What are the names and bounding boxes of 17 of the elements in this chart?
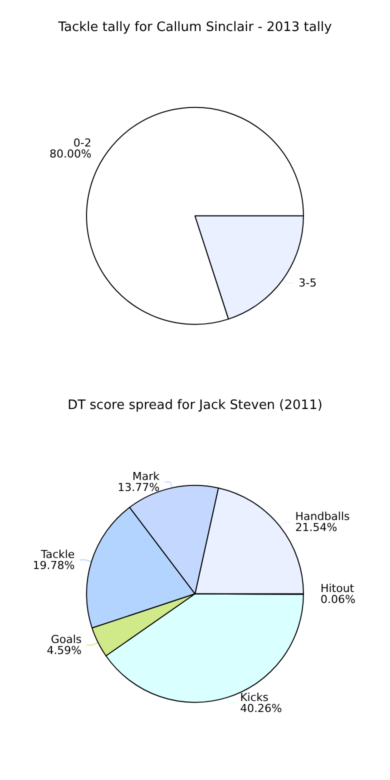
- chart-title: DT score spread for Jack Steven (2011): [68, 398, 322, 413]
- data-label: 21.54%: [295, 521, 338, 534]
- data-label: 40.26%: [240, 702, 282, 716]
- slice-label: Hitout: [320, 582, 355, 596]
- data-label: 80.00%: [49, 148, 92, 161]
- slice-label: Goals: [50, 633, 82, 646]
- slice-label: 3-5: [298, 276, 317, 290]
- slice-label: Handballs: [295, 510, 350, 524]
- data-label: 19.78%: [32, 558, 75, 572]
- slice-label: 0-2: [73, 136, 92, 150]
- slice-label: Mark: [132, 470, 160, 484]
- data-label: 0.06%: [320, 593, 356, 606]
- slice-label: Kicks: [240, 691, 269, 704]
- data-label: 13.77%: [118, 481, 160, 494]
- slice-label: Tackle: [40, 548, 75, 561]
- data-label: 4.59%: [46, 644, 82, 658]
- chart-title: Tackle tally for Callum Sinclair - 2013 tally: [57, 20, 332, 35]
